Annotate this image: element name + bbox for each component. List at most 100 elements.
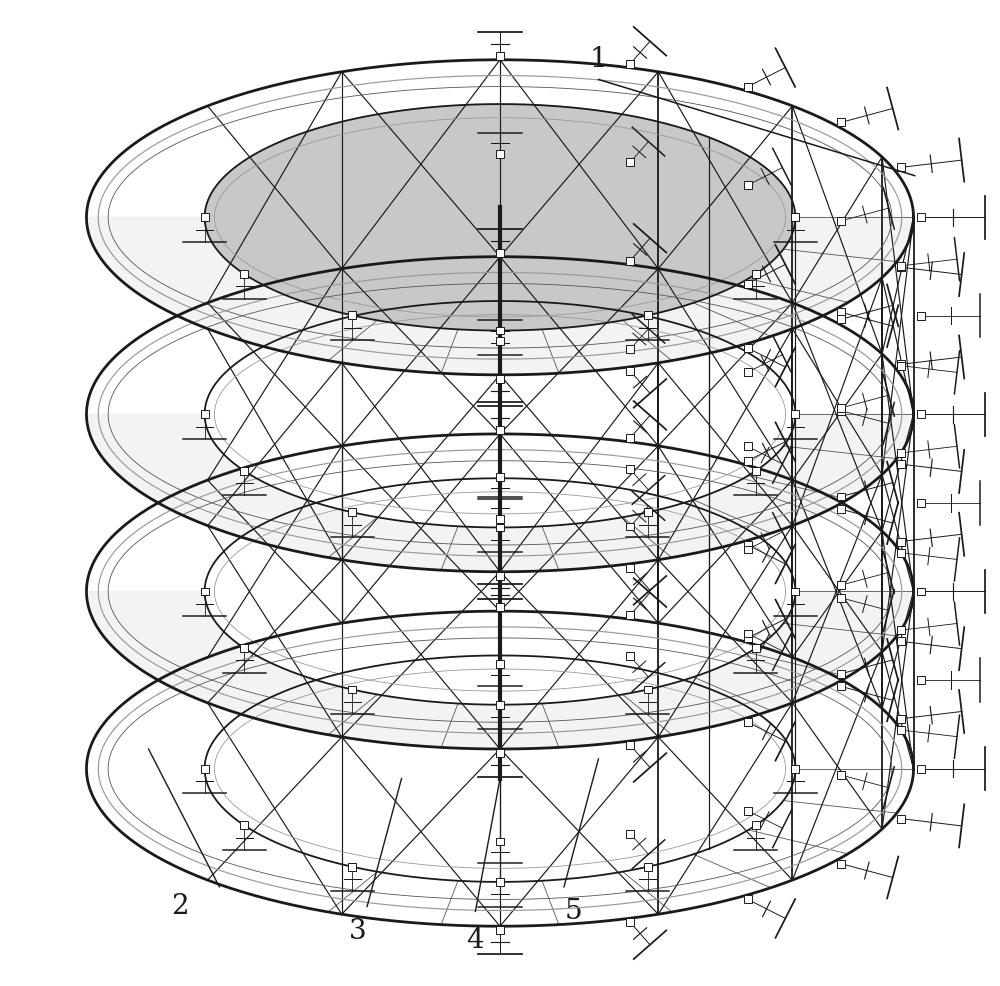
Bar <box>496 52 504 60</box>
Bar <box>626 465 634 473</box>
Bar <box>240 270 248 278</box>
Bar <box>897 362 905 370</box>
Bar <box>626 60 634 68</box>
Bar <box>897 263 905 271</box>
Bar <box>626 256 634 264</box>
Bar <box>240 644 248 652</box>
Bar <box>240 467 248 475</box>
Bar <box>897 715 905 723</box>
Bar <box>496 248 504 256</box>
Bar <box>496 878 504 885</box>
Bar <box>917 765 925 773</box>
Bar <box>496 603 504 611</box>
Bar <box>897 460 905 468</box>
Polygon shape <box>86 592 914 749</box>
Bar <box>496 572 504 580</box>
Bar <box>837 493 845 501</box>
Bar <box>348 863 356 871</box>
Bar <box>201 410 209 418</box>
Bar <box>791 765 799 773</box>
Bar <box>917 499 925 507</box>
Bar <box>644 685 652 693</box>
Bar <box>348 509 356 517</box>
Bar <box>744 457 752 464</box>
Bar <box>744 344 752 352</box>
Bar <box>626 564 634 572</box>
Bar <box>837 505 845 513</box>
Text: 1: 1 <box>590 46 607 73</box>
Bar <box>201 765 209 773</box>
Polygon shape <box>205 105 795 330</box>
Bar <box>626 653 634 661</box>
Bar <box>897 626 905 634</box>
Bar <box>744 83 752 91</box>
Bar <box>644 863 652 871</box>
Bar <box>496 375 504 383</box>
Bar <box>897 262 905 270</box>
Bar <box>744 181 752 189</box>
Bar <box>752 467 760 475</box>
Bar <box>917 312 925 319</box>
Bar <box>791 410 799 418</box>
Bar <box>837 407 845 415</box>
Bar <box>837 309 845 317</box>
Bar <box>917 213 925 221</box>
Bar <box>897 726 905 734</box>
Bar <box>626 918 634 926</box>
Bar <box>791 588 799 596</box>
Bar <box>626 434 634 442</box>
Bar <box>744 545 752 553</box>
Bar <box>837 316 845 323</box>
Text: 3: 3 <box>348 918 366 945</box>
Bar <box>744 634 752 642</box>
Bar <box>917 410 925 418</box>
Bar <box>626 159 634 166</box>
Bar <box>897 164 905 172</box>
Bar <box>496 337 504 345</box>
Bar <box>837 771 845 779</box>
Bar <box>626 345 634 353</box>
Bar <box>744 443 752 451</box>
Bar <box>496 701 504 709</box>
Bar <box>897 549 905 557</box>
Polygon shape <box>86 217 914 375</box>
Bar <box>752 270 760 278</box>
Bar <box>496 524 504 531</box>
Text: 4: 4 <box>467 928 484 954</box>
Bar <box>201 588 209 596</box>
Bar <box>496 426 504 434</box>
Bar <box>897 449 905 457</box>
Bar <box>201 213 209 221</box>
Bar <box>897 537 905 545</box>
Bar <box>744 895 752 903</box>
Bar <box>744 280 752 288</box>
Bar <box>348 685 356 693</box>
Bar <box>897 637 905 645</box>
Bar <box>917 588 925 596</box>
Bar <box>837 581 845 589</box>
Bar <box>496 838 504 845</box>
Bar <box>837 118 845 126</box>
Bar <box>897 814 905 822</box>
Text: 5: 5 <box>565 898 583 925</box>
Bar <box>744 807 752 814</box>
Bar <box>626 367 634 375</box>
Bar <box>752 644 760 652</box>
Bar <box>837 594 845 601</box>
Bar <box>837 682 845 690</box>
Bar <box>348 312 356 319</box>
Bar <box>744 718 752 726</box>
Bar <box>837 404 845 412</box>
Bar <box>791 213 799 221</box>
Bar <box>496 926 504 934</box>
Polygon shape <box>86 414 914 572</box>
Bar <box>240 821 248 829</box>
Bar <box>917 676 925 684</box>
Bar <box>837 669 845 677</box>
Bar <box>626 611 634 619</box>
Bar <box>752 821 760 829</box>
Bar <box>897 361 905 368</box>
Bar <box>496 473 504 481</box>
Bar <box>626 829 634 837</box>
Bar <box>496 749 504 757</box>
